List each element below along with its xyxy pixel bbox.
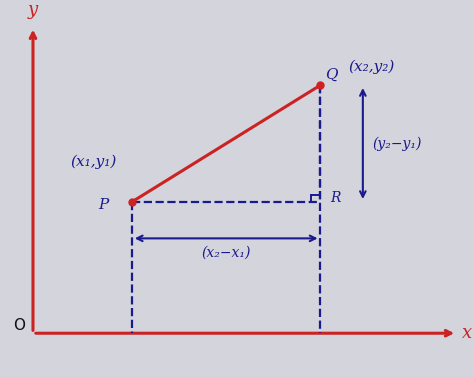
Text: (y₂−y₁): (y₂−y₁)	[372, 136, 422, 151]
Text: P: P	[98, 198, 109, 212]
Text: (x₁,y₁): (x₁,y₁)	[71, 155, 117, 169]
Text: (x₂−x₁): (x₂−x₁)	[201, 246, 251, 260]
Text: R: R	[330, 191, 340, 205]
Text: x: x	[462, 324, 472, 342]
Text: Q: Q	[325, 67, 337, 81]
Text: (x₂,y₂): (x₂,y₂)	[349, 60, 395, 74]
Text: y: y	[28, 2, 38, 20]
Text: O: O	[13, 319, 25, 333]
